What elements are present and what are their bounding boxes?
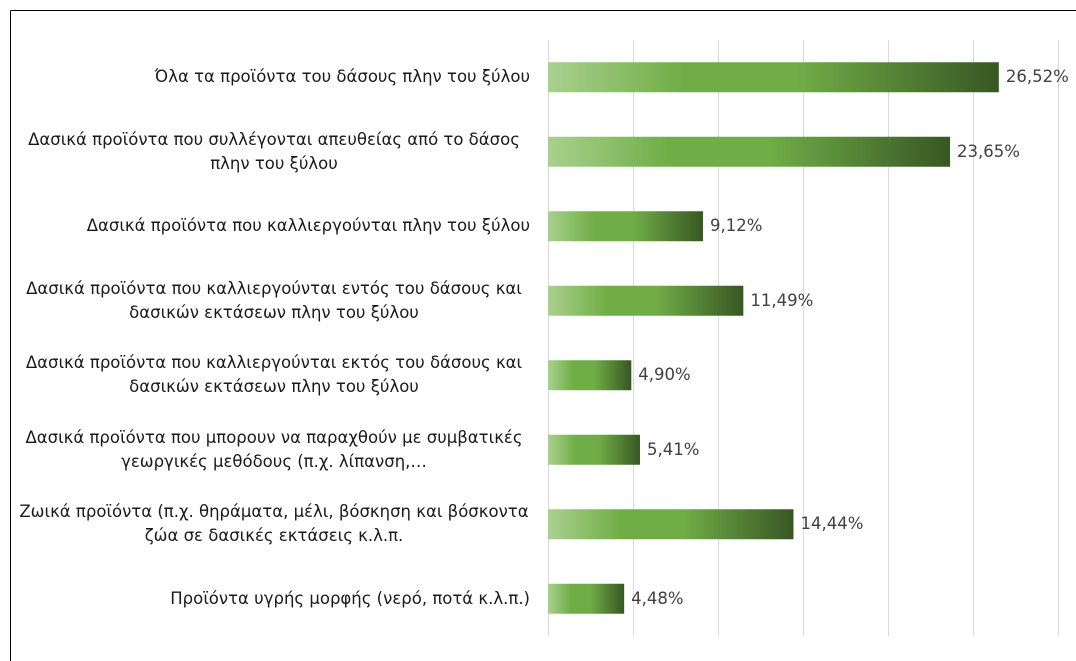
value-label-text: 5,41% xyxy=(646,439,700,459)
bar xyxy=(548,509,794,540)
category-label-text: Δασικά προϊόντα που μπορουν να παραχθούν… xyxy=(25,427,523,471)
category-label: Ζωικά προϊόντα (π.χ. θηράματα, μέλι, βόσ… xyxy=(18,494,530,554)
bar xyxy=(548,434,640,465)
category-label-text: Δασικά προϊόντα που καλλιεργούνται εντός… xyxy=(26,278,522,322)
category-label: Δασικά προϊόντα που συλλέγονται απευθεία… xyxy=(18,122,530,182)
category-label: Δασικά προϊόντα που μπορουν να παραχθούν… xyxy=(18,420,530,480)
value-label-text: 4,90% xyxy=(638,365,691,385)
value-label: 5,41% xyxy=(647,440,699,460)
bar xyxy=(548,62,999,93)
category-label: Όλα τα προϊόντα του δάσους πλην του ξύλο… xyxy=(18,47,530,107)
bar xyxy=(548,136,951,167)
bar xyxy=(548,285,744,316)
category-label: Προϊόντα υγρής μορφής (νερό, ποτά κ.λ.π.… xyxy=(18,569,530,629)
value-label-text: 4,48% xyxy=(631,588,684,608)
value-label-text: 23,65% xyxy=(957,141,1020,161)
category-label-text: Ζωικά προϊόντα (π.χ. θηράματα, μέλι, βόσ… xyxy=(19,502,529,546)
value-label: 4,90% xyxy=(638,365,690,385)
value-label-text: 9,12% xyxy=(710,216,763,236)
category-label: Δασικά προϊόντα που καλλιεργούνται πλην … xyxy=(18,196,530,256)
category-label-text: Όλα τα προϊόντα του δάσους πλην του ξύλο… xyxy=(154,67,530,87)
category-label-text: Δασικά προϊόντα που συλλέγονται απευθεία… xyxy=(28,129,520,173)
value-label: 11,49% xyxy=(750,291,813,311)
bar xyxy=(548,211,704,242)
category-label-text: Δασικά προϊόντα που καλλιεργούνται εκτός… xyxy=(25,353,523,397)
value-label-text: 11,49% xyxy=(750,290,814,310)
category-label: Δασικά προϊόντα που καλλιεργούνται εντός… xyxy=(18,271,530,331)
value-label: 14,44% xyxy=(800,514,863,534)
bar xyxy=(548,583,625,614)
value-label: 4,48% xyxy=(631,589,683,609)
value-label: 9,12% xyxy=(710,216,762,236)
bar xyxy=(548,360,632,391)
value-label-text: 14,44% xyxy=(800,514,864,534)
value-label-text: 26,52% xyxy=(1005,67,1069,87)
value-label: 23,65% xyxy=(957,142,1020,162)
category-label-text: Δασικά προϊόντα που καλλιεργούνται πλην … xyxy=(86,216,530,236)
category-label-text: Προϊόντα υγρής μορφής (νερό, ποτά κ.λ.π.… xyxy=(170,588,530,608)
category-label: Δασικά προϊόντα που καλλιεργούνται εκτός… xyxy=(18,345,530,405)
value-label: 26,52% xyxy=(1006,67,1069,87)
